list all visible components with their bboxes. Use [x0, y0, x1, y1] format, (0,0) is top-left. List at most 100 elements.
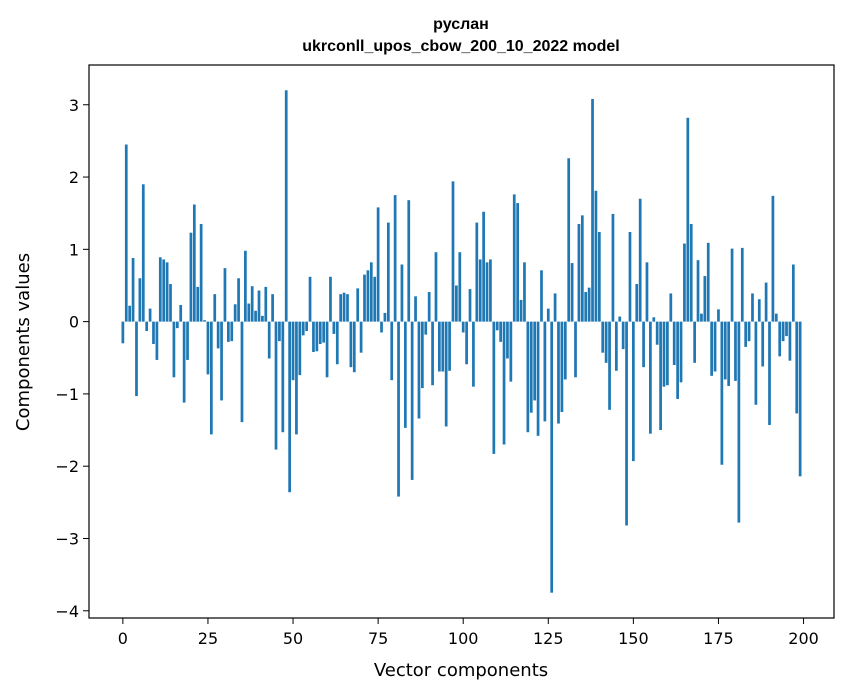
bar [669, 293, 673, 322]
bar [393, 195, 397, 322]
bar [645, 262, 649, 322]
bar [250, 286, 254, 322]
bar [383, 312, 387, 322]
bar [546, 308, 550, 322]
bar [206, 321, 210, 375]
bar [757, 299, 761, 322]
bar [649, 321, 652, 434]
bar [723, 321, 727, 380]
bar [158, 257, 162, 322]
bar [318, 321, 322, 345]
bar [621, 321, 625, 350]
x-axis-label: Vector components [374, 660, 548, 681]
bar [376, 207, 380, 322]
bar [152, 321, 155, 345]
bar [175, 321, 179, 329]
bar [461, 321, 465, 333]
bar [502, 321, 506, 445]
x-tick-label: 175 [703, 629, 734, 648]
bar [543, 321, 547, 422]
bar [155, 321, 159, 360]
bar [587, 287, 591, 322]
bar [577, 224, 581, 322]
bar [244, 250, 247, 322]
x-tick-label: 50 [283, 629, 303, 648]
bar [448, 321, 451, 371]
bar [601, 321, 605, 353]
bar [495, 321, 499, 331]
y-tick-label: 1 [69, 240, 79, 259]
bar [135, 321, 138, 397]
bar [713, 321, 717, 372]
y-tick-label: −1 [55, 385, 79, 404]
bar [730, 248, 734, 322]
bar [478, 259, 482, 322]
bar [689, 224, 693, 322]
bar [482, 211, 485, 322]
x-tick-label: 150 [618, 629, 649, 648]
bar [611, 213, 615, 322]
bar [335, 321, 339, 365]
bar [771, 195, 775, 322]
bar [172, 321, 176, 378]
bar [628, 231, 632, 322]
bar [301, 321, 305, 336]
bar [451, 181, 455, 322]
bar [618, 316, 622, 322]
x-tick-label: 100 [448, 629, 479, 648]
bar [761, 321, 765, 367]
bar [274, 321, 278, 450]
bar [492, 321, 496, 454]
y-tick-label: −4 [55, 602, 79, 621]
bar [740, 247, 744, 322]
bar [141, 184, 145, 322]
chart-title: руслан [433, 16, 489, 33]
y-tick-label: 0 [69, 313, 79, 332]
bar [165, 262, 169, 322]
bar [189, 232, 193, 322]
bar [138, 278, 142, 322]
bar [179, 304, 183, 322]
bar [747, 321, 751, 342]
bar [308, 276, 312, 322]
bar [373, 276, 377, 322]
bar [145, 321, 149, 332]
y-tick-label: −2 [55, 457, 79, 476]
bar [768, 321, 771, 425]
bar [499, 321, 502, 342]
bar [295, 321, 298, 435]
bar [744, 321, 748, 347]
bar [278, 321, 281, 342]
bar [693, 321, 696, 363]
bar [216, 321, 220, 349]
bar [516, 203, 520, 322]
bar [791, 264, 795, 322]
bar [209, 321, 213, 435]
bar [298, 321, 302, 376]
bar [233, 304, 237, 322]
bar [305, 321, 308, 332]
bar [339, 294, 343, 322]
bar [550, 321, 554, 593]
bar [223, 268, 227, 322]
bar [662, 321, 666, 387]
bar [431, 321, 434, 386]
bar [751, 293, 754, 322]
bar [131, 258, 135, 322]
bar [315, 321, 319, 352]
bar [366, 270, 370, 322]
bar [342, 292, 346, 322]
bar [397, 321, 400, 497]
bar [614, 321, 618, 371]
bar [580, 215, 584, 322]
y-tick-label: 3 [69, 96, 79, 115]
bar [540, 270, 543, 322]
bar [567, 158, 571, 322]
bar [659, 321, 662, 431]
bar [468, 289, 472, 322]
bar [124, 144, 128, 322]
bar [584, 291, 588, 322]
bar [570, 263, 574, 322]
bar [363, 274, 366, 322]
